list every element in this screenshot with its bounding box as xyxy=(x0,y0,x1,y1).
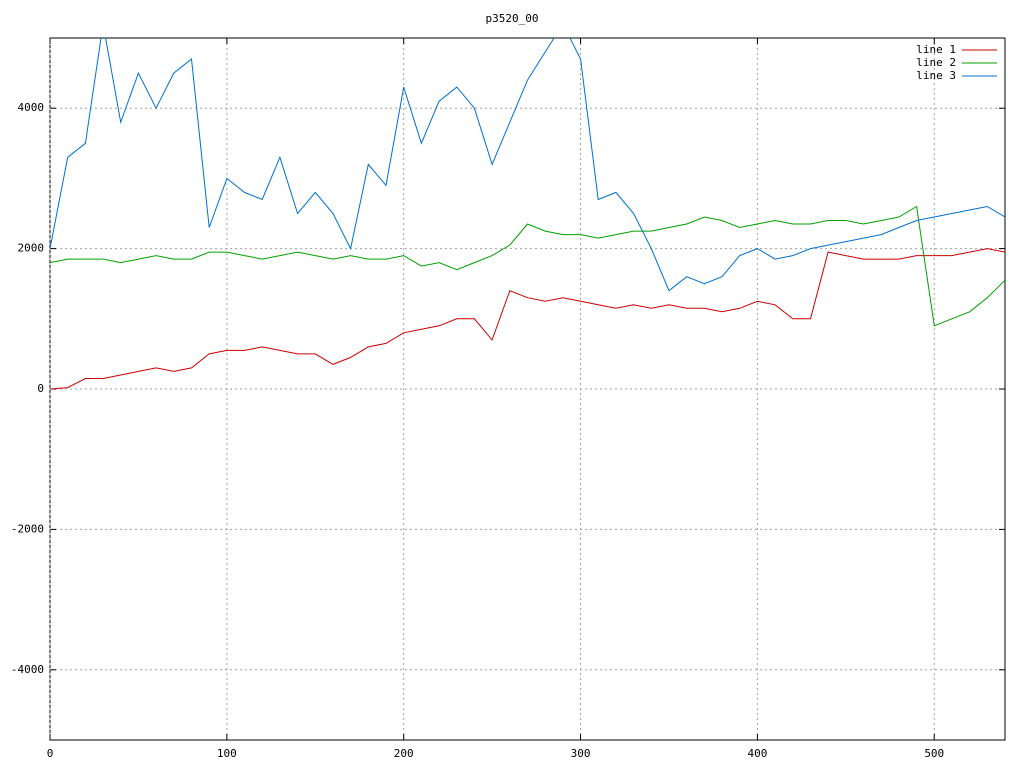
legend-label: line 2 xyxy=(916,56,956,69)
data-line xyxy=(50,38,1005,292)
y-tick-label: 4000 xyxy=(18,101,45,114)
x-tick-label: 100 xyxy=(217,747,237,760)
x-tick-label: 200 xyxy=(394,747,414,760)
chart-title: p3520_00 xyxy=(486,12,539,25)
y-tick-label: 2000 xyxy=(18,242,45,255)
data-line xyxy=(50,248,1005,390)
x-tick-label: 0 xyxy=(47,747,54,760)
plot-lines xyxy=(50,38,1005,390)
y-tick-label: -4000 xyxy=(11,663,44,676)
legend-label: line 1 xyxy=(916,43,956,56)
x-tick-label: 400 xyxy=(747,747,767,760)
y-tick-label: 0 xyxy=(37,382,44,395)
x-tick-label: 500 xyxy=(924,747,944,760)
x-tick-label: 300 xyxy=(571,747,591,760)
data-line xyxy=(50,205,1005,327)
legend-label: line 3 xyxy=(916,69,956,82)
y-tick-label: -2000 xyxy=(11,522,44,535)
